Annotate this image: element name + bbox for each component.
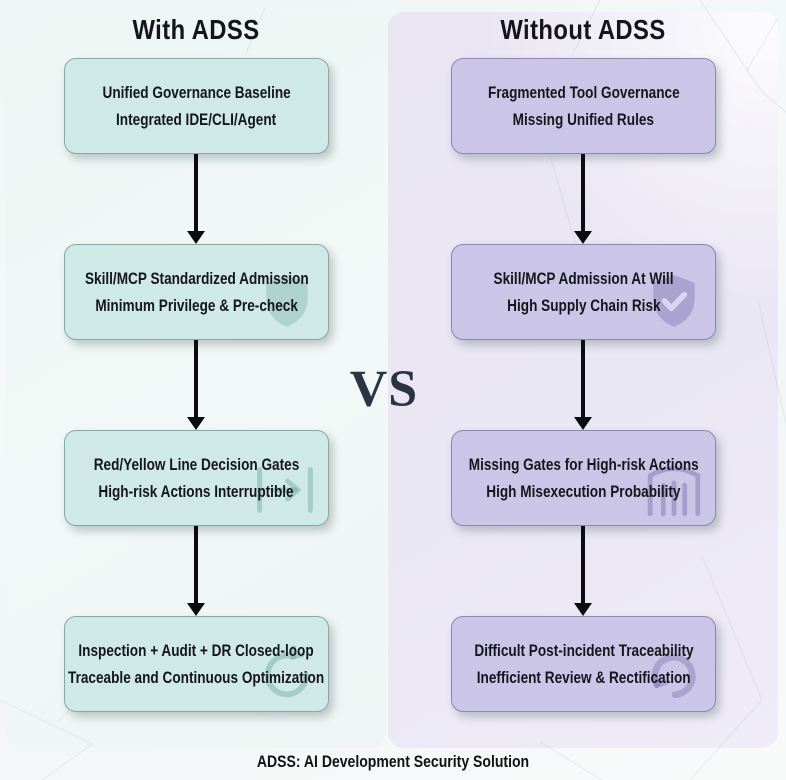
down-arrow <box>573 526 593 616</box>
down-arrow <box>186 340 206 430</box>
box-text-line: High Supply Chain Risk <box>506 296 661 315</box>
refresh-loop-icon <box>264 645 310 698</box>
down-arrow <box>186 154 206 244</box>
box-text-line: Skill/MCP Admission At Will <box>493 269 674 288</box>
box-text-line: High Misexecution Probability <box>486 482 681 501</box>
arrow-head <box>574 231 592 244</box>
arrow-shaft <box>581 154 585 231</box>
box-text-line: Missing Unified Rules <box>512 110 655 129</box>
gate-columns-icon <box>647 466 701 517</box>
flow-box-fragmented-governance: Fragmented Tool Governance Missing Unifi… <box>451 58 716 154</box>
flow-box-traceability: Difficult Post-incident Traceability Ine… <box>451 616 716 712</box>
flow-box-decision-gates: Red/Yellow Line Decision Gates High-risk… <box>64 430 329 526</box>
shield-icon <box>266 275 308 327</box>
without-adss-header: Without ADSS <box>500 14 666 45</box>
flow-box-missing-gates: Missing Gates for High-risk Actions High… <box>451 430 716 526</box>
down-arrow <box>573 340 593 430</box>
flow-box-standardized-admission: Skill/MCP Standardized Admission Minimum… <box>64 244 329 340</box>
arrow-head <box>187 231 205 244</box>
box-text-line: Skill/MCP Standardized Admission <box>84 269 309 288</box>
arrow-head <box>187 417 205 430</box>
box-text-line: Integrated IDE/CLI/Agent <box>116 110 277 129</box>
down-arrow <box>186 526 206 616</box>
box-text-line: Difficult Post-incident Traceability <box>473 641 694 660</box>
flow-box-admission-at-will: Skill/MCP Admission At Will High Supply … <box>451 244 716 340</box>
box-text-line: High-risk Actions Interruptible <box>98 482 295 501</box>
arrow-head <box>187 603 205 616</box>
box-text-line: Fragmented Tool Governance <box>487 83 680 102</box>
with-adss-header: With ADSS <box>132 14 260 45</box>
gate-interrupt-icon <box>257 467 313 513</box>
arrow-shaft <box>194 526 198 603</box>
rework-loop-icon <box>651 654 696 698</box>
flow-box-closed-loop: Inspection + Audit + DR Closed-loop Trac… <box>64 616 329 712</box>
box-text-line: Minimum Privilege & Pre-check <box>95 296 298 315</box>
arrow-shaft <box>194 340 198 417</box>
vs-label: VS <box>349 360 419 418</box>
flow-box-unified-governance: Unified Governance Baseline Integrated I… <box>64 58 329 154</box>
footer-caption: ADSS: AI Development Security Solution <box>256 753 530 771</box>
arrow-shaft <box>194 154 198 231</box>
arrow-shaft <box>581 526 585 603</box>
arrow-head <box>574 603 592 616</box>
down-arrow <box>573 154 593 244</box>
box-text-line: Missing Gates for High-risk Actions <box>468 455 699 474</box>
shield-check-icon <box>653 275 695 327</box>
box-text-line: Traceable and Continuous Optimization <box>68 668 325 687</box>
box-text-line: Inefficient Review & Rectification <box>476 668 691 687</box>
arrow-shaft <box>581 340 585 417</box>
box-text-line: Inspection + Audit + DR Closed-loop <box>78 641 315 660</box>
box-text-line: Unified Governance Baseline <box>102 83 291 102</box>
arrow-head <box>574 417 592 430</box>
box-text-line: Red/Yellow Line Decision Gates <box>93 455 300 474</box>
